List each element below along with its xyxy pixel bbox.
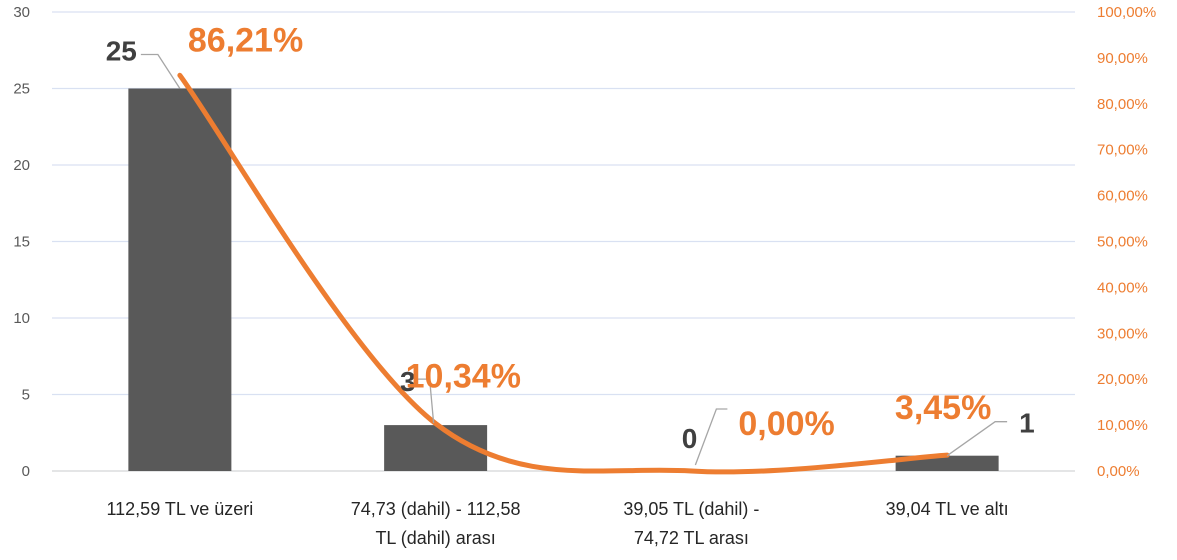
category-label: 74,72 TL arası [634,528,749,548]
right-tick-label: 90,00% [1097,50,1148,67]
bars [128,88,999,471]
bar [128,88,232,471]
bar-label-leader [417,378,435,424]
bar-value-label: 0 [682,423,698,454]
bar-label-leader [140,53,181,89]
percentage-label: 3,45% [895,389,991,427]
right-tick-label: 0,00% [1097,463,1140,480]
left-tick-label: 0 [22,463,30,480]
category-label: 39,04 TL ve altı [886,499,1009,519]
left-tick-label: 25 [13,81,30,98]
right-axis: 0,00% 10,00% 20,00% 30,00% 40,00% 50,00% 60,00… [1097,4,1156,480]
left-tick-label: 20 [13,157,30,174]
left-tick-label: 30 [13,4,30,21]
bar-value-label: 1 [1019,408,1035,439]
data-labels: 25 3 0 1 86,21% 10,34% 0,00% 3,45% [106,21,1035,454]
category-label: TL (dahil) arası [375,528,495,548]
category-label: 112,59 TL ve üzeri [106,499,253,519]
right-tick-label: 10,00% [1097,417,1148,434]
series-line [177,72,950,475]
left-axis: 0 5 10 15 20 25 30 [13,4,30,480]
category-label: 39,05 TL (dahil) - [623,499,759,519]
bar-value-label: 25 [106,36,137,67]
percentage-label: 86,21% [188,21,303,59]
right-tick-label: 30,00% [1097,325,1148,342]
label-leaders [140,53,1008,466]
pct-label-leader [694,408,728,466]
bar-value-label: 3 [400,366,416,397]
right-tick-label: 100,00% [1097,4,1156,21]
right-tick-label: 50,00% [1097,234,1148,251]
left-tick-label: 15 [13,234,30,251]
right-tick-label: 40,00% [1097,279,1148,296]
left-tick-label: 10 [13,310,30,327]
percentage-label: 10,34% [406,358,521,396]
category-label: 74,73 (dahil) - 112,58 [351,499,521,519]
right-tick-label: 20,00% [1097,371,1148,388]
bar-label-leader [946,421,1008,457]
percentage-line [177,72,950,475]
right-tick-label: 80,00% [1097,96,1148,113]
right-tick-label: 70,00% [1097,142,1148,159]
right-tick-label: 60,00% [1097,188,1148,205]
left-tick-label: 5 [22,387,30,404]
percentage-label: 0,00% [738,405,834,443]
category-axis: 112,59 TL ve üzeri 74,73 (dahil) - 112,58… [106,499,1008,548]
